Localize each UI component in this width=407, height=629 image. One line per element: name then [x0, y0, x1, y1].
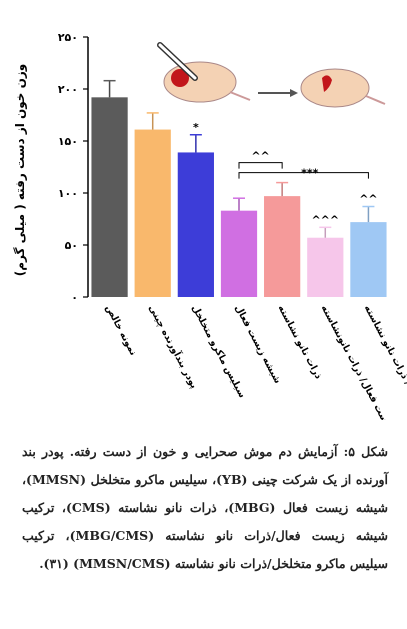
x-tick-label: پودر بندآورنده چینی	[146, 302, 201, 390]
y-tick-label: ۵۰	[65, 239, 78, 252]
chart: وزن خون از دست رفته ( میلی گرم) ٠ ۵۰ ۱۰۰ ۱۵…	[13, 31, 407, 420]
bracket	[238, 172, 369, 179]
annotation: *	[193, 121, 199, 134]
annotation: ***	[301, 167, 319, 180]
bar	[350, 222, 387, 297]
annotation: ^^	[251, 150, 269, 163]
bar	[220, 210, 258, 297]
bar	[177, 152, 214, 297]
y-tick-label: ٠	[71, 291, 78, 304]
annotation: ^^	[359, 193, 377, 206]
annotation: ^^^	[311, 213, 339, 226]
mouse-illustration	[157, 42, 386, 108]
bar	[134, 129, 171, 297]
y-tick-label: ۱۰۰	[58, 187, 78, 200]
bar	[91, 97, 128, 297]
y-axis-title: وزن خون از دست رفته ( میلی گرم)	[13, 64, 28, 276]
x-tick-label: شیشه زیست فعال	[232, 303, 283, 385]
bracket	[238, 162, 283, 169]
bar	[307, 237, 344, 297]
y-tick-label: ۱۵۰	[58, 135, 78, 148]
caption: شکل ۵: آزمایش دم موش صحرایی و خون از دست…	[22, 444, 388, 571]
x-tick-label: سیلیس ماکرو متخلخل / ذرات نانو نشاسته	[362, 303, 407, 420]
y-tick-label: ۲۰۰	[58, 83, 78, 96]
x-tick-label: ذرات نانو نشاسته	[275, 303, 323, 381]
y-tick-label: ۲۵۰	[58, 31, 78, 44]
bar	[264, 196, 301, 297]
x-tick-label: نمونه خالص	[103, 303, 139, 357]
